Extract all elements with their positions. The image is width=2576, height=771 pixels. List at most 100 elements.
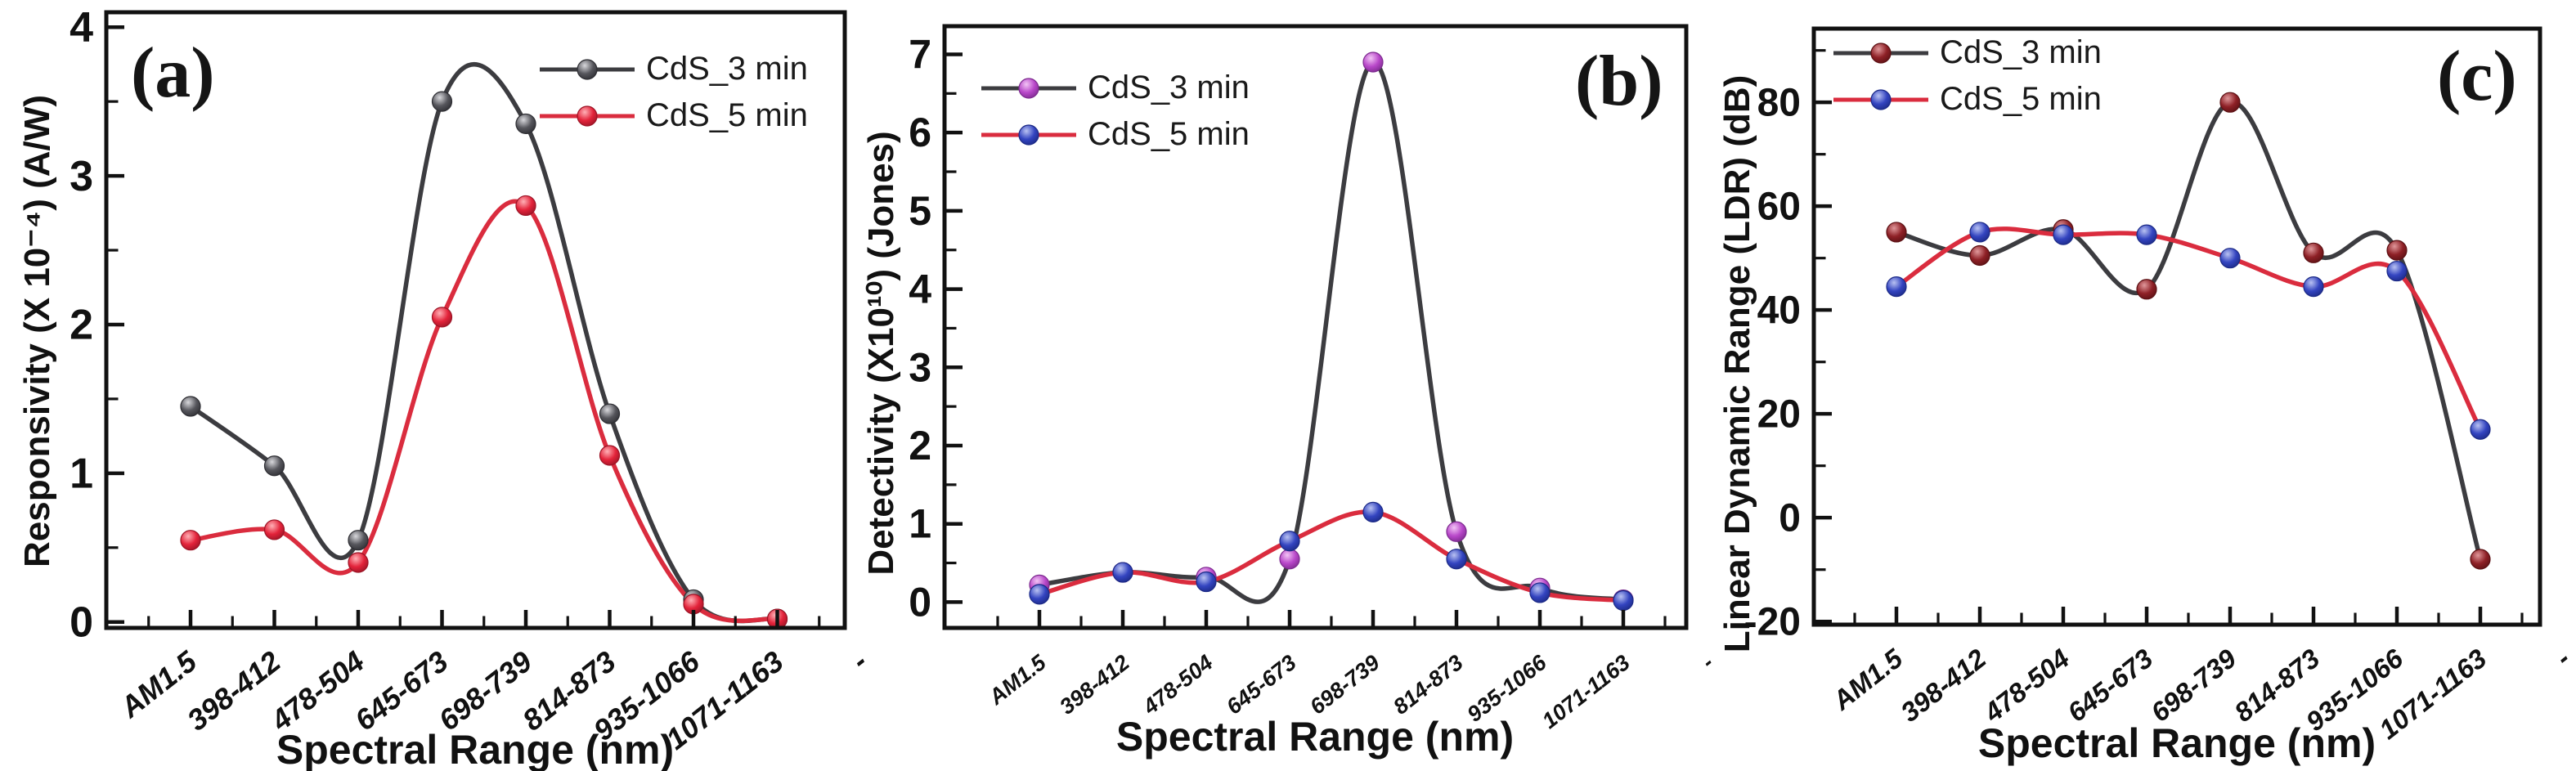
data-point-marker <box>2053 224 2074 245</box>
data-point-marker <box>431 91 453 112</box>
y-tick-label: 80 <box>1757 81 1801 124</box>
data-point-marker <box>1112 562 1133 583</box>
data-point-marker <box>1029 584 1050 605</box>
plot-area: 01234AM1.5398-412478-504645-673698-73981… <box>70 4 873 756</box>
y-tick-label: 4 <box>70 4 93 52</box>
data-point-marker <box>2303 276 2324 298</box>
legend-line-marker-swatch <box>1833 88 1928 111</box>
x-tick-label: 478-504 <box>1138 650 1217 719</box>
y-tick-label: 6 <box>909 110 931 155</box>
data-point-marker <box>180 396 201 417</box>
legend-swatch-graphic <box>981 123 1076 146</box>
legend-item: CdS_5 min <box>981 111 1250 158</box>
plot-area: -20020406080AM1.5398-412478-504645-67369… <box>1744 26 2575 745</box>
panel-a: Responsivity (X 10⁻⁴) (A/W) 0 1 2 3 4 AM1.5 39… <box>0 0 873 771</box>
data-point-marker <box>1969 222 1990 243</box>
axis-ticks <box>946 52 1667 626</box>
y-tick-label: 2 <box>909 423 931 468</box>
legend-label: CdS_3 min <box>646 51 808 87</box>
legend-item: CdS_5 min <box>540 92 808 139</box>
data-point-marker <box>2386 240 2408 261</box>
y-tick-label: 60 <box>1757 185 1801 228</box>
data-point-marker <box>1446 549 1467 570</box>
y-tick-label: 0 <box>70 598 93 646</box>
x-tick-label: 398-412 <box>1055 650 1134 719</box>
panel-b: Detectivity (X10¹⁰) (Jones) 0 1 2 3 4 5 6 7 AM1.… <box>859 0 1718 771</box>
data-point-marker <box>515 195 536 217</box>
data-point-marker <box>599 403 621 424</box>
y-tick-label: 0 <box>1779 497 1801 540</box>
data-point-marker <box>1969 244 1990 267</box>
x-tick-label: 698-739 <box>1305 650 1384 719</box>
x-tick-label: 645-673 <box>1222 650 1301 719</box>
data-point-marker <box>1613 589 1634 612</box>
legend-label: CdS_5 min <box>646 97 808 133</box>
data-point-marker <box>1196 571 1217 593</box>
x-tick-label: AM1.5 <box>984 649 1052 710</box>
x-tick-label: 698-739 <box>2145 643 2242 728</box>
series-line <box>1894 100 2483 562</box>
legend: CdS_3 min CdS_5 min <box>981 65 1250 158</box>
legend-line-marker-swatch <box>540 105 635 128</box>
data-point-marker <box>2386 260 2408 282</box>
legend-label: CdS_3 min <box>1088 69 1250 105</box>
legend-item: CdS_3 min <box>1833 29 2102 76</box>
data-point-marker <box>263 455 285 477</box>
plot-border <box>1811 26 2542 627</box>
legend-swatch-graphic <box>540 58 635 80</box>
legend-label: CdS_5 min <box>1088 116 1250 152</box>
data-point-marker <box>1446 521 1467 542</box>
legend-line-marker-swatch <box>540 58 635 81</box>
data-point-marker <box>431 307 453 328</box>
data-point-marker <box>180 530 201 551</box>
data-point-marker <box>263 519 285 540</box>
panel-letter: (b) <box>1575 42 1663 121</box>
panel-letter: (c) <box>2437 37 2517 116</box>
y-tick-label: 7 <box>909 31 931 77</box>
x-tick-label: 398-412 <box>181 644 286 737</box>
axis-ticks <box>108 25 821 626</box>
panel-c: Linear Dynamic Range (LDR) (dB) -20 0 20 40… <box>1717 0 2576 771</box>
y-tick-label: 5 <box>909 188 931 234</box>
data-point-marker <box>2303 242 2324 263</box>
legend-swatch-graphic <box>1833 42 1928 64</box>
x-tick-label: 645-673 <box>348 644 454 737</box>
legend: CdS_3 min CdS_5 min <box>1833 29 2102 123</box>
x-axis-title: Spectral Range (nm) <box>1977 720 2376 766</box>
series-line <box>188 199 780 624</box>
data-point-marker <box>2219 92 2241 113</box>
y-tick-label: 4 <box>909 267 931 312</box>
data-point-marker <box>1362 501 1384 522</box>
x-tick-label: 478-504 <box>264 644 370 737</box>
plot-area: 0 1 2 3 4 5 6 7 AM1.5 398-412 478-504 645-673 698-73… <box>909 24 1718 733</box>
y-tick-label: 1 <box>70 450 93 498</box>
y-tick-label: 20 <box>1757 393 1801 437</box>
x-tick-label: 698-739 <box>433 644 538 737</box>
series-line <box>1037 60 1626 604</box>
legend-label: CdS_3 min <box>1940 34 2102 70</box>
x-tick-label: 814-873 <box>1389 650 1468 719</box>
y-tick-label: 2 <box>70 302 93 349</box>
y-tick-label: 3 <box>70 153 93 200</box>
legend-line-marker-swatch <box>981 77 1076 100</box>
x-tick-label: 478-504 <box>1977 643 2075 728</box>
data-point-marker <box>2470 419 2491 440</box>
data-point-marker <box>515 113 536 135</box>
data-point-marker <box>1886 276 1907 298</box>
series-curves <box>1894 100 2483 562</box>
legend-item: CdS_3 min <box>981 65 1250 111</box>
panel-letter: (a) <box>131 34 215 113</box>
y-tick-label: 1 <box>909 501 931 547</box>
y-tick-label: -20 <box>1744 601 1801 644</box>
data-point-marker <box>1279 549 1300 570</box>
series-line <box>188 61 780 624</box>
plot-border <box>942 24 1689 630</box>
legend-line-marker-swatch <box>981 123 1076 146</box>
x-tick-label-overflow: - <box>2550 643 2575 672</box>
data-point-marker <box>599 445 621 466</box>
legend-item: CdS_5 min <box>1833 76 2102 123</box>
x-axis-title: Spectral Range (nm) <box>1115 714 1515 760</box>
legend-item: CdS_3 min <box>540 46 808 92</box>
legend-swatch-graphic <box>1833 88 1928 110</box>
